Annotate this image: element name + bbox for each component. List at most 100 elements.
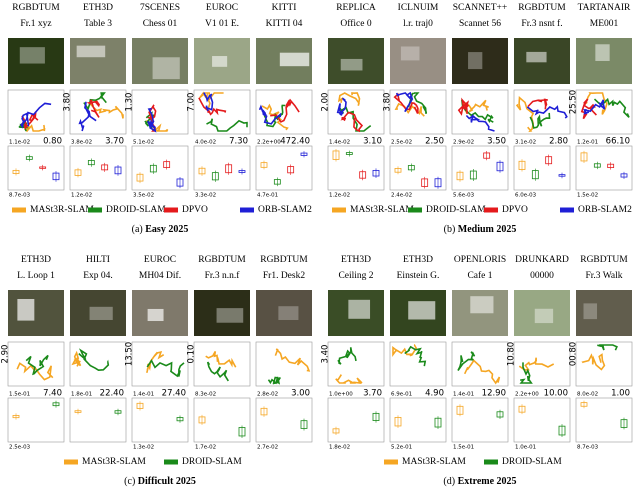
trajectory-y-label: 2.00 bbox=[321, 93, 331, 112]
trajectory-frame bbox=[575, 89, 633, 135]
box bbox=[52, 402, 60, 407]
trajectory bbox=[336, 97, 347, 116]
box bbox=[394, 417, 402, 427]
trajectory bbox=[457, 351, 476, 371]
trajectory-frame bbox=[451, 341, 509, 387]
trajectory bbox=[258, 104, 282, 125]
trajectory-frame bbox=[7, 341, 65, 387]
legend-label: MASt3R-SLAM bbox=[350, 205, 414, 215]
box bbox=[198, 416, 206, 424]
scene-photo bbox=[328, 38, 384, 84]
box-bottom-label: 1.3e-02 bbox=[133, 445, 154, 451]
legend-label: DPVO bbox=[502, 205, 528, 215]
trajectory bbox=[335, 374, 363, 384]
box-bottom-label: 1.8e-02 bbox=[329, 445, 350, 451]
caption-label: (d) bbox=[443, 476, 455, 487]
box-top-label: 1.4e-01 bbox=[133, 392, 154, 398]
caption: (c) Difficult 2025 bbox=[124, 476, 196, 487]
dataset-label: REPLICA bbox=[336, 3, 376, 13]
legend-swatch bbox=[64, 459, 78, 465]
box bbox=[421, 178, 429, 187]
boxplot-frame bbox=[513, 397, 571, 443]
sequence-label: Cafe 1 bbox=[467, 270, 492, 281]
box-top-label: 5.1e-02 bbox=[133, 140, 154, 146]
caption: (d) Extreme 2025 bbox=[443, 476, 516, 487]
box bbox=[176, 417, 184, 422]
box-top-label: 2.5e-02 bbox=[391, 140, 412, 146]
trajectory bbox=[593, 97, 630, 118]
scene-photo bbox=[194, 290, 250, 336]
trajectory-frame bbox=[255, 341, 313, 387]
trajectory-frame bbox=[327, 341, 385, 387]
box bbox=[114, 166, 122, 175]
sequence-label: KITTI 04 bbox=[266, 19, 303, 29]
boxplot-frame bbox=[451, 397, 509, 443]
photo-highlight bbox=[152, 57, 180, 80]
box-top-label: 3.8e-02 bbox=[71, 140, 92, 146]
legend-swatch bbox=[332, 207, 346, 213]
caption-label: (c) bbox=[124, 476, 135, 487]
sequence-label: Fr.1 xyz bbox=[20, 19, 51, 29]
box-top-label: 6.9e-01 bbox=[391, 392, 412, 398]
legend-label: ORB-SLAM2 bbox=[578, 205, 632, 215]
box bbox=[74, 410, 82, 413]
trajectory bbox=[580, 98, 597, 120]
box bbox=[101, 164, 109, 171]
trajectory-x-label: 0.80 bbox=[43, 137, 62, 147]
trajectory-y-label: 3.80 bbox=[383, 93, 393, 112]
box bbox=[558, 425, 566, 436]
trajectory-x-label: 3.00 bbox=[291, 389, 310, 399]
trajectory bbox=[529, 112, 551, 129]
legend-label: DROID-SLAM bbox=[426, 205, 486, 215]
box bbox=[176, 178, 184, 187]
box bbox=[359, 171, 367, 179]
trajectory bbox=[274, 348, 311, 372]
dataset-label: EUROC bbox=[206, 3, 238, 13]
box bbox=[163, 161, 171, 168]
trajectory-y-label: 10.80 bbox=[507, 342, 517, 366]
trajectory-y-label: 1.30 bbox=[125, 93, 135, 112]
legend-label: DPVO bbox=[182, 205, 208, 215]
scene-photo bbox=[8, 38, 64, 84]
sequence-label: Exp 04. bbox=[83, 271, 113, 281]
trajectory-frame bbox=[255, 89, 313, 135]
trajectory bbox=[337, 347, 357, 365]
trajectory-x-label: 2.50 bbox=[425, 137, 444, 147]
sequence-label: Office 0 bbox=[340, 18, 371, 29]
trajectory-x-label: 3.70 bbox=[363, 389, 382, 399]
box bbox=[456, 405, 464, 415]
box-bottom-label: 1.5e-01 bbox=[453, 445, 474, 451]
scene-photo bbox=[390, 38, 446, 84]
legend-swatch bbox=[384, 459, 398, 465]
box-bottom-label: 3.5e-02 bbox=[133, 193, 154, 199]
trajectory-frame bbox=[389, 341, 447, 387]
sequence-label: Einstein G. bbox=[397, 271, 440, 281]
box bbox=[558, 174, 566, 177]
caption-label: (b) bbox=[444, 224, 456, 235]
caption-title: Extreme 2025 bbox=[458, 476, 517, 487]
photo-highlight bbox=[583, 303, 598, 320]
trajectory-frame bbox=[193, 89, 251, 135]
sequence-label: L. Loop 1 bbox=[17, 271, 55, 281]
box-bottom-label: 5.6e-03 bbox=[453, 193, 475, 199]
box bbox=[531, 170, 539, 180]
trajectory bbox=[146, 359, 185, 378]
box bbox=[372, 169, 380, 177]
box-top-label: 2.9e-02 bbox=[453, 140, 474, 146]
legend-swatch bbox=[484, 459, 498, 465]
caption-title: Difficult 2025 bbox=[138, 476, 196, 487]
boxplot-frame bbox=[451, 145, 509, 191]
box bbox=[620, 173, 628, 178]
dataset-label: RGBDTUM bbox=[518, 3, 566, 13]
scene-photo bbox=[576, 38, 632, 84]
scene-photo bbox=[70, 38, 126, 84]
boxplot-frame bbox=[193, 397, 251, 443]
sequence-label: Fr.3 n.n.f bbox=[205, 270, 241, 281]
boxplot-frame bbox=[575, 397, 633, 443]
trajectory bbox=[337, 92, 361, 106]
trajectory-frame bbox=[513, 89, 571, 135]
scene-photo bbox=[576, 290, 632, 336]
trajectory-x-label: 22.40 bbox=[100, 389, 124, 399]
sequence-label: MH04 Dif. bbox=[139, 270, 181, 281]
box-bottom-label: 1.0e-01 bbox=[515, 445, 536, 451]
